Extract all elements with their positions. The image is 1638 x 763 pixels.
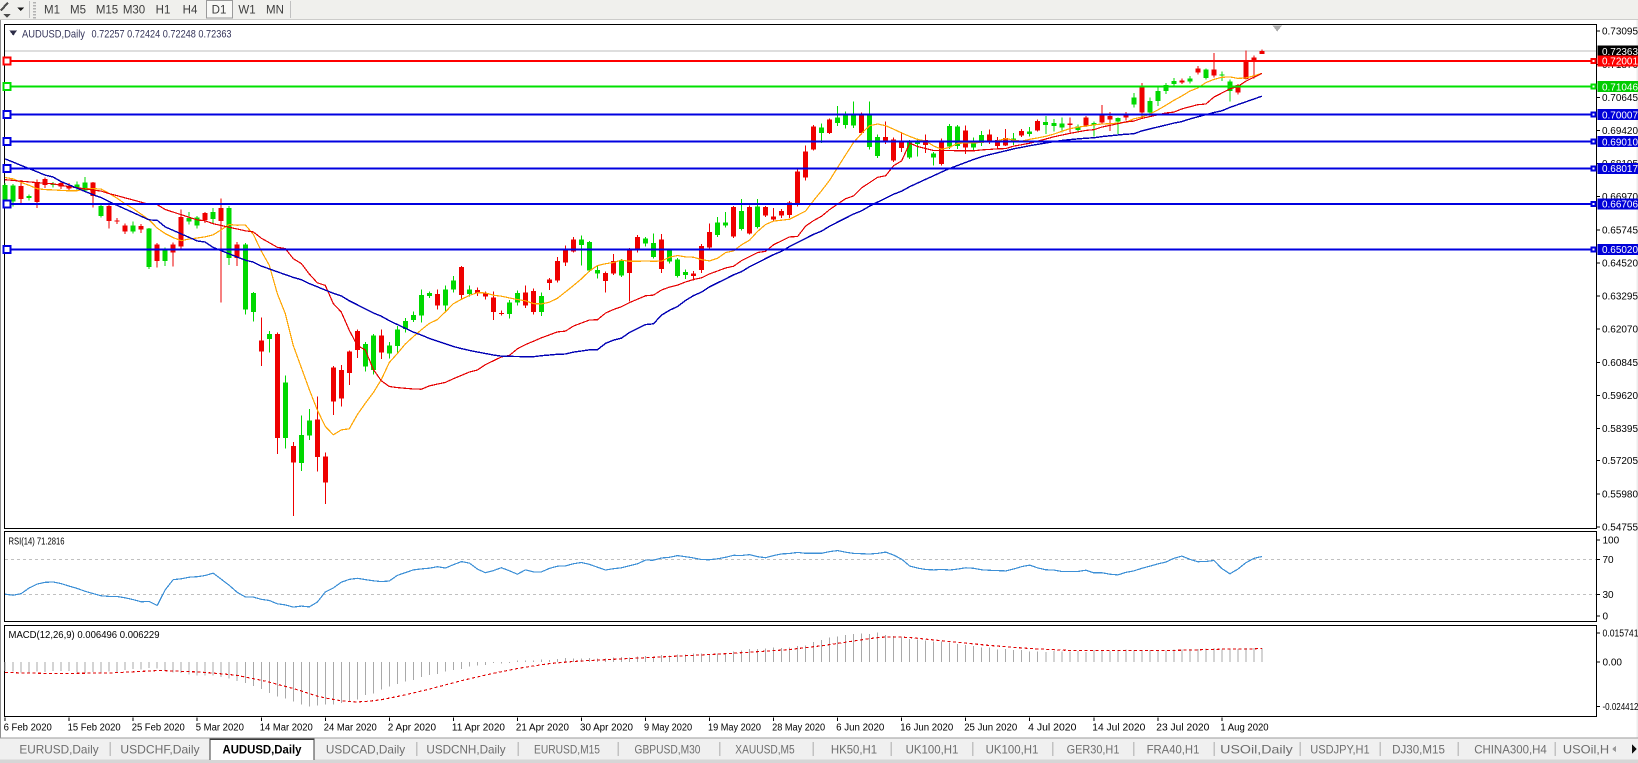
- svg-text:28 May 2020: 28 May 2020: [772, 723, 825, 734]
- svg-text:25 Feb 2020: 25 Feb 2020: [132, 723, 185, 734]
- svg-text:4 Jul 2020: 4 Jul 2020: [1028, 723, 1077, 734]
- svg-text:2 Apr 2020: 2 Apr 2020: [388, 723, 437, 734]
- svg-text:0: 0: [1603, 612, 1609, 623]
- svg-text:RSI(14) 71.2816: RSI(14) 71.2816: [9, 537, 65, 548]
- svg-text:GER30,H1: GER30,H1: [1067, 743, 1120, 757]
- svg-text:0.015741: 0.015741: [1603, 629, 1638, 640]
- svg-text:H4: H4: [183, 5, 198, 17]
- svg-text:30 Apr 2020: 30 Apr 2020: [580, 723, 633, 734]
- svg-text:70: 70: [1603, 555, 1615, 566]
- svg-text:0.60845: 0.60845: [1602, 358, 1638, 369]
- svg-text:W1: W1: [238, 5, 255, 17]
- svg-text:HK50,H1: HK50,H1: [831, 743, 877, 757]
- svg-text:21 Apr 2020: 21 Apr 2020: [516, 723, 569, 734]
- svg-text:AUDUSD,Daily: AUDUSD,Daily: [223, 743, 302, 757]
- svg-text:100: 100: [1603, 536, 1620, 547]
- svg-text:0.59620: 0.59620: [1602, 391, 1638, 402]
- svg-text:6 Jun 2020: 6 Jun 2020: [836, 723, 885, 734]
- svg-text:USDCNH,Daily: USDCNH,Daily: [426, 743, 505, 757]
- svg-text:USDCHF,Daily: USDCHF,Daily: [120, 743, 199, 757]
- svg-text:FRA40,H1: FRA40,H1: [1147, 743, 1200, 757]
- svg-text:25 Jun 2020: 25 Jun 2020: [964, 723, 1017, 734]
- svg-text:0.58395: 0.58395: [1602, 424, 1638, 435]
- svg-text:M5: M5: [70, 5, 86, 17]
- svg-text:0.63295: 0.63295: [1602, 292, 1638, 303]
- svg-text:0.54755: 0.54755: [1602, 522, 1638, 533]
- svg-text:UK100,H1: UK100,H1: [986, 743, 1039, 757]
- svg-text:30: 30: [1603, 590, 1615, 601]
- svg-text:0.68017: 0.68017: [1602, 164, 1638, 175]
- svg-text:14 Jul 2020: 14 Jul 2020: [1092, 723, 1145, 734]
- svg-text:M1: M1: [44, 5, 60, 17]
- svg-text:16 Jun 2020: 16 Jun 2020: [900, 723, 953, 734]
- svg-text:XAUUSD,M5: XAUUSD,M5: [735, 743, 795, 757]
- svg-text:0.72257 0.72424 0.72248 0.7236: 0.72257 0.72424 0.72248 0.72363: [92, 29, 232, 41]
- svg-text:0.64520: 0.64520: [1602, 259, 1638, 270]
- svg-text:USOil,H: USOil,H: [1563, 743, 1609, 757]
- svg-text:0.69420: 0.69420: [1602, 126, 1638, 137]
- svg-text:USDJPY,H1: USDJPY,H1: [1310, 743, 1370, 757]
- svg-text:H1: H1: [156, 5, 171, 17]
- svg-text:EURUSD,Daily: EURUSD,Daily: [19, 743, 98, 757]
- svg-text:0.72001: 0.72001: [1602, 57, 1638, 68]
- svg-text:0.71046: 0.71046: [1602, 82, 1638, 93]
- svg-text:1 Aug 2020: 1 Aug 2020: [1220, 723, 1269, 734]
- svg-text:5 Mar 2020: 5 Mar 2020: [196, 723, 245, 734]
- svg-text:M15: M15: [96, 5, 118, 17]
- svg-text:0.62070: 0.62070: [1602, 325, 1638, 336]
- svg-text:AUDUSD,Daily: AUDUSD,Daily: [22, 29, 85, 41]
- svg-text:MACD(12,26,9) 0.006496 0.00622: MACD(12,26,9) 0.006496 0.006229: [9, 630, 160, 641]
- svg-text:UK100,H1: UK100,H1: [906, 743, 959, 757]
- svg-text:23 Jul 2020: 23 Jul 2020: [1156, 723, 1209, 734]
- svg-text:9 May 2020: 9 May 2020: [644, 723, 693, 734]
- svg-text:0.66970: 0.66970: [1602, 192, 1638, 203]
- svg-text:24 Mar 2020: 24 Mar 2020: [324, 723, 377, 734]
- svg-text:USOil,Daily: USOil,Daily: [1220, 743, 1293, 757]
- svg-text:USDCAD,Daily: USDCAD,Daily: [326, 743, 405, 757]
- svg-text:11 Apr 2020: 11 Apr 2020: [452, 723, 505, 734]
- svg-text:CHINA300,H4: CHINA300,H4: [1474, 743, 1547, 757]
- svg-text:DJ30,M15: DJ30,M15: [1392, 743, 1445, 757]
- svg-text:0.55980: 0.55980: [1602, 489, 1638, 500]
- svg-text:0.66706: 0.66706: [1602, 200, 1638, 211]
- svg-text:0.70645: 0.70645: [1602, 93, 1638, 104]
- svg-text:15 Feb 2020: 15 Feb 2020: [68, 723, 121, 734]
- svg-text:0.00: 0.00: [1603, 657, 1623, 668]
- svg-text:14 Mar 2020: 14 Mar 2020: [260, 723, 313, 734]
- svg-text:0.65020: 0.65020: [1602, 245, 1638, 256]
- svg-text:0.72363: 0.72363: [1602, 47, 1638, 58]
- svg-text:M30: M30: [123, 5, 145, 17]
- svg-text:0.70007: 0.70007: [1602, 111, 1638, 122]
- svg-text:-0.024412: -0.024412: [1603, 702, 1638, 713]
- svg-text:0.73095: 0.73095: [1602, 27, 1638, 38]
- svg-text:0.69010: 0.69010: [1602, 137, 1638, 148]
- svg-text:0.65745: 0.65745: [1602, 225, 1638, 236]
- svg-text:EURUSD,M15: EURUSD,M15: [534, 743, 600, 757]
- svg-text:6 Feb 2020: 6 Feb 2020: [4, 723, 53, 734]
- svg-text:19 May 2020: 19 May 2020: [708, 723, 761, 734]
- svg-text:0.57205: 0.57205: [1602, 456, 1638, 467]
- svg-text:GBPUSD,M30: GBPUSD,M30: [635, 743, 701, 757]
- svg-text:MN: MN: [266, 5, 284, 17]
- svg-text:D1: D1: [212, 5, 227, 17]
